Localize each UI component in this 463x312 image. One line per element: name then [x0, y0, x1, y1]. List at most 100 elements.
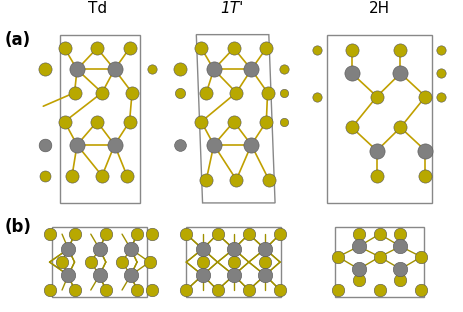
Text: (b): (b) — [5, 218, 31, 236]
Point — [376, 232, 383, 236]
Point — [69, 173, 76, 178]
Point — [98, 173, 106, 178]
Point — [128, 90, 136, 95]
Point — [397, 266, 404, 271]
Point — [422, 173, 429, 178]
Point — [176, 90, 184, 95]
Point — [313, 94, 321, 99]
Point — [102, 288, 110, 293]
Point — [126, 46, 133, 51]
Point — [127, 246, 135, 251]
Point — [376, 288, 383, 293]
Point — [65, 273, 72, 278]
Point — [422, 94, 429, 99]
Point — [334, 254, 342, 259]
Point — [127, 273, 135, 278]
Text: 2H: 2H — [369, 1, 390, 16]
Point — [198, 119, 205, 124]
Point — [41, 142, 48, 147]
Point — [71, 90, 78, 95]
Text: (a): (a) — [5, 31, 31, 49]
Point — [98, 90, 106, 95]
Point — [73, 142, 81, 147]
Point — [348, 125, 356, 130]
Point — [199, 273, 206, 278]
Point — [355, 232, 363, 236]
Point — [397, 244, 404, 249]
Point — [123, 173, 131, 178]
Point — [280, 67, 288, 72]
Point — [397, 125, 404, 130]
Point — [437, 48, 444, 53]
Point — [41, 173, 48, 178]
Point — [148, 67, 156, 72]
Point — [94, 119, 101, 124]
Point — [96, 273, 103, 278]
Point — [261, 260, 269, 265]
Point — [280, 90, 288, 95]
Point — [397, 48, 404, 53]
Point — [348, 48, 356, 53]
Point — [214, 288, 221, 293]
Point — [46, 288, 53, 293]
Point — [199, 260, 206, 265]
Point — [263, 119, 270, 124]
Point — [71, 232, 78, 236]
Point — [437, 94, 444, 99]
Point — [245, 232, 252, 236]
Point — [210, 142, 218, 147]
Point — [61, 119, 68, 124]
Point — [276, 288, 284, 293]
Point — [65, 246, 72, 251]
Point — [376, 254, 383, 259]
Point — [126, 119, 133, 124]
Point — [348, 71, 356, 76]
Point — [373, 94, 381, 99]
Point — [148, 288, 156, 293]
Point — [148, 232, 156, 236]
Point — [58, 260, 66, 265]
Point — [397, 232, 404, 236]
Point — [232, 90, 240, 95]
Point — [230, 46, 238, 51]
Point — [334, 288, 342, 293]
Point — [261, 246, 269, 251]
Point — [87, 260, 94, 265]
Point — [41, 67, 48, 72]
Point — [182, 288, 190, 293]
Point — [355, 244, 363, 249]
Text: Td: Td — [88, 1, 107, 16]
Point — [263, 46, 270, 51]
Point — [203, 90, 210, 95]
Point — [96, 246, 103, 251]
Point — [111, 67, 118, 72]
Point — [373, 173, 381, 178]
Point — [111, 142, 118, 147]
Point — [146, 260, 153, 265]
Point — [232, 177, 240, 182]
Point — [46, 232, 53, 236]
Point — [210, 67, 218, 72]
Point — [245, 288, 252, 293]
Point — [264, 90, 271, 95]
Point — [133, 288, 141, 293]
Point — [418, 288, 425, 293]
Point — [94, 46, 101, 51]
Point — [248, 67, 255, 72]
Point — [133, 232, 141, 236]
Point — [182, 232, 190, 236]
Point — [61, 46, 68, 51]
Point — [397, 277, 404, 282]
Point — [119, 260, 126, 265]
Point — [313, 48, 321, 53]
Text: 1T': 1T' — [220, 1, 243, 16]
Point — [418, 254, 425, 259]
Point — [199, 246, 206, 251]
Point — [198, 46, 205, 51]
Point — [203, 177, 210, 182]
Point — [248, 142, 255, 147]
Point — [422, 148, 429, 153]
Point — [230, 119, 238, 124]
Point — [230, 246, 238, 251]
Point — [355, 277, 363, 282]
